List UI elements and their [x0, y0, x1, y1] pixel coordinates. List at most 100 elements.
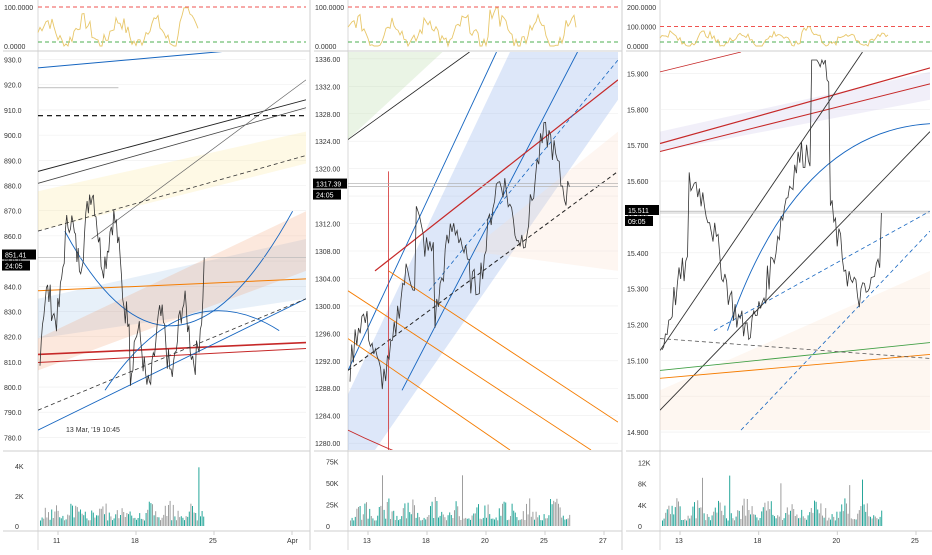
volume-bar — [174, 516, 176, 526]
volume-bar — [663, 518, 665, 526]
volume-bar — [494, 519, 495, 526]
drawing-band — [38, 211, 306, 371]
volume-bar — [441, 511, 443, 526]
volume-bar — [128, 514, 129, 526]
volume-bar — [351, 517, 353, 526]
price-tick-label: 15.900 — [627, 72, 649, 79]
volume-bar — [49, 519, 51, 526]
drawing-trendline — [38, 52, 223, 69]
volume-bar — [65, 519, 67, 526]
volume-bar — [702, 477, 703, 526]
volume-bar — [710, 520, 711, 526]
volume-bar — [163, 514, 165, 526]
volume-bar — [858, 510, 860, 526]
volume-bar — [842, 511, 844, 526]
volume-bar — [137, 518, 139, 526]
volume-bar — [433, 518, 435, 526]
price-tick-label: 1284.00 — [315, 414, 340, 421]
volume-bar — [148, 501, 150, 526]
volume-bar — [415, 517, 417, 526]
volume-bar — [105, 503, 107, 526]
volume-bar — [369, 508, 371, 526]
price-tick-label: 820.0 — [4, 335, 22, 342]
volume-bar — [86, 518, 88, 526]
volume-bar — [80, 509, 81, 526]
volume-bar — [535, 511, 537, 526]
x-tick-label: 18 — [131, 538, 139, 545]
price-tick-label: 15.300 — [627, 287, 649, 294]
volume-bar — [193, 512, 195, 526]
volume-bar — [426, 516, 428, 526]
volume-bar — [706, 514, 708, 526]
volume-bar — [826, 520, 828, 526]
volume-bar — [697, 500, 699, 526]
volume-bar — [404, 503, 406, 526]
volume-bar — [353, 520, 355, 526]
volume-bar — [44, 507, 46, 526]
volume-bar — [855, 519, 857, 526]
drawing-trendline — [388, 270, 618, 423]
volume-bar — [876, 518, 878, 526]
volume-bar — [367, 518, 369, 526]
volume-bar — [865, 511, 867, 526]
volume-bar — [56, 505, 57, 526]
volume-bar — [818, 513, 820, 526]
volume-bar — [383, 509, 385, 526]
volume-bar — [385, 518, 387, 526]
volume-bar — [177, 510, 179, 526]
volume-bar — [84, 511, 86, 526]
volume-bar — [810, 508, 812, 526]
price-tick-label: 880.0 — [4, 184, 22, 191]
volume-bar — [548, 515, 550, 526]
volume-bar — [417, 512, 419, 526]
oscillator-tick-label: 0.0000 — [4, 44, 26, 51]
volume-bar — [431, 501, 433, 526]
drawing-trendline — [38, 298, 306, 411]
volume-bar — [406, 518, 407, 526]
volume-bar — [682, 520, 684, 526]
price-tick-label: 1320.00 — [315, 167, 340, 174]
volume-bar — [719, 502, 721, 526]
last-price-label: 1317.39 — [316, 182, 341, 189]
volume-bar — [839, 511, 841, 526]
volume-bar — [823, 517, 825, 526]
volume-bar — [62, 515, 64, 526]
volume-bar — [423, 517, 425, 526]
volume-tick-label: 50K — [326, 481, 339, 488]
price-tick-label: 15.400 — [627, 251, 649, 258]
last-price-label: 851.41 — [5, 253, 27, 260]
volume-bar — [838, 517, 839, 526]
volume-bar — [75, 505, 77, 526]
volume-bar — [495, 517, 497, 526]
volume-bar — [200, 516, 201, 526]
volume-bar — [567, 518, 569, 526]
volume-bar — [750, 514, 751, 526]
countdown-tag — [2, 260, 30, 271]
volume-bar — [156, 517, 158, 526]
price-tick-label: 910.0 — [4, 108, 22, 115]
volume-bar — [718, 500, 719, 526]
volume-bar — [834, 520, 836, 526]
volume-bar — [558, 503, 559, 526]
countdown-tag — [313, 189, 341, 200]
x-tick-label: 20 — [832, 538, 840, 545]
drawing-band — [660, 270, 930, 431]
volume-bar — [203, 516, 205, 526]
volume-bar — [516, 517, 518, 526]
volume-bar — [785, 513, 787, 526]
volume-bar — [673, 514, 675, 526]
volume-bar — [132, 518, 134, 526]
volume-bar — [695, 518, 697, 526]
volume-bar — [115, 514, 117, 526]
volume-bar — [388, 498, 390, 526]
volume-bar — [534, 519, 535, 526]
volume-bar — [182, 517, 184, 526]
volume-bar — [743, 498, 745, 526]
volume-bar — [662, 520, 663, 526]
volume-bar — [64, 520, 65, 526]
price-pane — [660, 52, 930, 433]
volume-bar — [564, 519, 566, 526]
volume-bar — [190, 503, 192, 526]
volume-bar — [378, 507, 380, 526]
volume-bar — [393, 510, 395, 526]
